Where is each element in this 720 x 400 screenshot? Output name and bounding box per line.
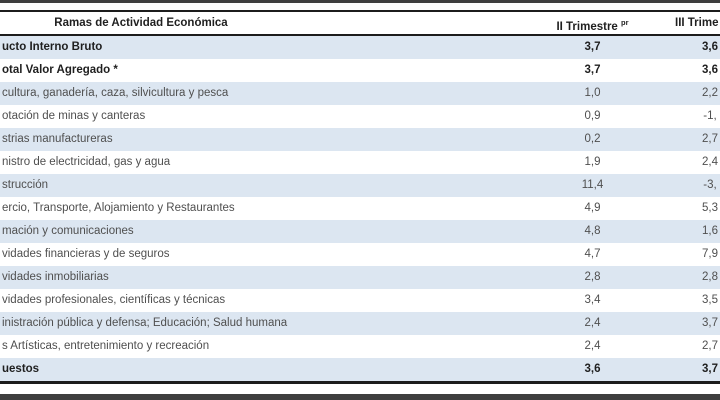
row-q2-value: 4,8 — [584, 225, 601, 237]
row-q2-value: 3,7 — [584, 41, 601, 53]
q2-superscript-pr: pr — [621, 18, 629, 27]
row-q3-value: 3,6 — [702, 41, 718, 53]
table-top-rule — [0, 10, 720, 12]
row-q2-value: 3,6 — [584, 363, 601, 375]
row-q3-value: 2,2 — [702, 87, 718, 99]
cropped-top-strip — [0, 0, 720, 3]
row-label: inistración pública y defensa; Educación… — [2, 317, 288, 329]
row-q3-value: 3,7 — [702, 317, 718, 329]
table-row: strias manufactureras 0,2 2,7 — [0, 128, 720, 151]
row-label: vidades inmobiliarias — [2, 271, 109, 283]
table-body: ucto Interno Bruto 3,7 3,6 otal Valor Ag… — [0, 36, 720, 381]
row-label: ucto Interno Bruto — [2, 41, 103, 53]
header-bottom-rule — [0, 34, 720, 36]
table-row: s Artísticas, entretenimiento y recreaci… — [0, 335, 720, 358]
table-row: uestos 3,6 3,7 — [0, 358, 720, 381]
row-label: cultura, ganadería, caza, silvicultura y… — [2, 87, 229, 99]
row-q2-value: 2,8 — [584, 271, 601, 283]
row-label: vidades financieras y de seguros — [2, 248, 170, 260]
row-label: vidades profesionales, científicas y téc… — [2, 294, 226, 306]
row-q2-value: 0,9 — [584, 110, 601, 122]
row-q2-value: 11,4 — [581, 179, 604, 191]
table-row: mación y comunicaciones 4,8 1,6 — [0, 220, 720, 243]
row-q3-value: 3,6 — [702, 64, 718, 76]
cropped-bottom-strip — [0, 394, 720, 400]
row-q3-value: 5,3 — [702, 202, 718, 214]
column-header-q2-label: II Trimestre — [556, 20, 618, 33]
table-row: otal Valor Agregado * 3,7 3,6 — [0, 59, 720, 82]
row-label: otación de minas y canteras — [2, 110, 146, 122]
table-row: cultura, ganadería, caza, silvicultura y… — [0, 82, 720, 105]
row-q2-value: 2,4 — [584, 317, 601, 329]
table-row: otación de minas y canteras 0,9 -1, — [0, 105, 720, 128]
table-bottom-rule — [0, 381, 720, 384]
column-header-q2-trimestre: II Trimestre pr — [520, 12, 665, 34]
table-row: vidades financieras y de seguros 4,7 7,9 — [0, 243, 720, 266]
column-header-activity: Ramas de Actividad Económica — [54, 17, 228, 29]
row-label: strucción — [2, 179, 49, 191]
row-label: uestos — [2, 363, 40, 375]
row-label: otal Valor Agregado * — [2, 64, 118, 76]
table-row: ucto Interno Bruto 3,7 3,6 — [0, 36, 720, 59]
row-label: ercio, Transporte, Alojamiento y Restaur… — [2, 202, 235, 214]
row-q2-value: 3,4 — [584, 294, 601, 306]
row-q3-value: 2,7 — [702, 133, 718, 145]
row-label: mación y comunicaciones — [2, 225, 134, 237]
row-q3-value: -3, — [703, 179, 717, 191]
row-q3-value: 2,7 — [702, 340, 718, 352]
row-q2-value: 4,7 — [584, 248, 601, 260]
row-q2-value: 4,9 — [584, 202, 601, 214]
row-label: nistro de electricidad, gas y agua — [2, 156, 171, 168]
row-q2-value: 1,9 — [584, 156, 601, 168]
row-q3-value: -1, — [703, 110, 717, 122]
row-q3-value: 7,9 — [702, 248, 718, 260]
table-row: nistro de electricidad, gas y agua 1,9 2… — [0, 151, 720, 174]
row-q3-value: 2,8 — [702, 271, 718, 283]
row-q2-value: 3,7 — [584, 64, 601, 76]
row-q2-value: 1,0 — [584, 87, 601, 99]
row-q3-value: 2,4 — [702, 156, 718, 168]
row-q3-value: 1,6 — [702, 225, 718, 237]
row-q2-value: 0,2 — [584, 133, 601, 145]
table-row: vidades inmobiliarias 2,8 2,8 — [0, 266, 720, 289]
row-label: strias manufactureras — [2, 133, 113, 145]
column-header-q3-trimestre: III Trime — [675, 17, 719, 29]
row-label: s Artísticas, entretenimiento y recreaci… — [2, 340, 210, 352]
table-row: ercio, Transporte, Alojamiento y Restaur… — [0, 197, 720, 220]
row-q3-value: 3,5 — [702, 294, 718, 306]
table-row: inistración pública y defensa; Educación… — [0, 312, 720, 335]
table-row: vidades profesionales, científicas y téc… — [0, 289, 720, 312]
table-row: strucción 11,4 -3, — [0, 174, 720, 197]
row-q2-value: 2,4 — [584, 340, 601, 352]
row-q3-value: 3,7 — [702, 363, 718, 375]
